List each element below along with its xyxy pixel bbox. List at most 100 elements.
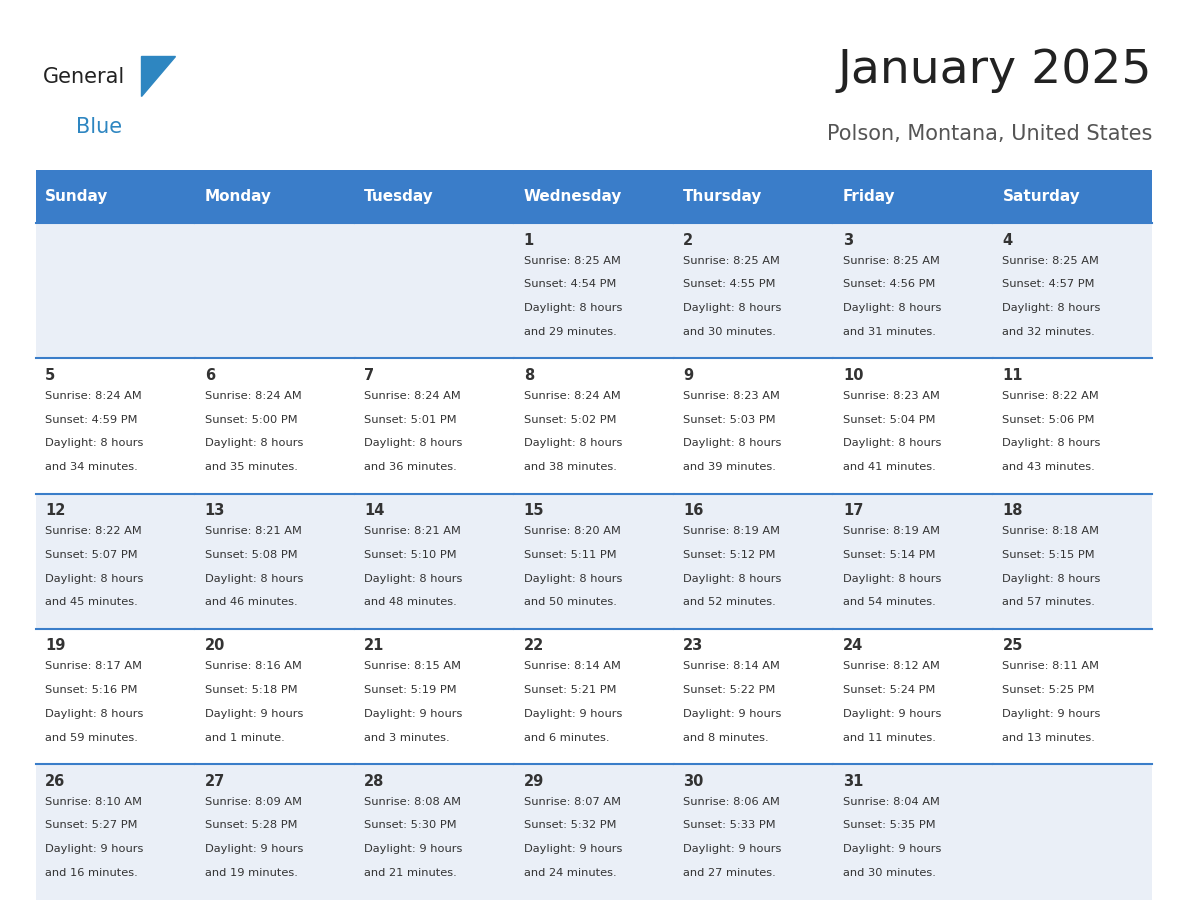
Text: Sunrise: 8:19 AM: Sunrise: 8:19 AM <box>683 526 781 536</box>
Text: Sunset: 5:35 PM: Sunset: 5:35 PM <box>842 821 935 831</box>
Text: 5: 5 <box>45 368 56 383</box>
Text: and 8 minutes.: and 8 minutes. <box>683 733 769 743</box>
Text: and 31 minutes.: and 31 minutes. <box>842 327 936 337</box>
Text: Monday: Monday <box>204 189 272 204</box>
Text: and 57 minutes.: and 57 minutes. <box>1003 598 1095 607</box>
FancyBboxPatch shape <box>36 358 195 494</box>
Text: Sunset: 5:04 PM: Sunset: 5:04 PM <box>842 415 935 424</box>
FancyBboxPatch shape <box>195 629 355 765</box>
FancyBboxPatch shape <box>833 170 993 223</box>
Text: and 30 minutes.: and 30 minutes. <box>842 868 936 878</box>
Text: 26: 26 <box>45 774 65 789</box>
FancyBboxPatch shape <box>993 629 1152 765</box>
FancyBboxPatch shape <box>993 223 1152 358</box>
Text: Daylight: 8 hours: Daylight: 8 hours <box>842 438 941 448</box>
Text: Sunrise: 8:17 AM: Sunrise: 8:17 AM <box>45 662 143 671</box>
Text: and 30 minutes.: and 30 minutes. <box>683 327 776 337</box>
Text: 21: 21 <box>365 639 385 654</box>
Text: 13: 13 <box>204 503 225 518</box>
Text: Sunrise: 8:11 AM: Sunrise: 8:11 AM <box>1003 662 1099 671</box>
Text: Sunset: 5:24 PM: Sunset: 5:24 PM <box>842 685 935 695</box>
Text: and 48 minutes.: and 48 minutes. <box>365 598 457 607</box>
Text: Sunset: 5:00 PM: Sunset: 5:00 PM <box>204 415 297 424</box>
Text: Tuesday: Tuesday <box>365 189 434 204</box>
Text: 4: 4 <box>1003 232 1012 248</box>
FancyBboxPatch shape <box>993 494 1152 629</box>
Text: 16: 16 <box>683 503 703 518</box>
Text: Sunset: 4:54 PM: Sunset: 4:54 PM <box>524 279 617 289</box>
Text: Daylight: 8 hours: Daylight: 8 hours <box>524 303 623 313</box>
Text: 12: 12 <box>45 503 65 518</box>
Text: Daylight: 9 hours: Daylight: 9 hours <box>683 709 782 719</box>
Text: Daylight: 8 hours: Daylight: 8 hours <box>365 438 462 448</box>
Text: Daylight: 9 hours: Daylight: 9 hours <box>365 845 462 854</box>
Text: Sunrise: 8:25 AM: Sunrise: 8:25 AM <box>1003 255 1099 265</box>
FancyBboxPatch shape <box>833 765 993 900</box>
Text: Daylight: 9 hours: Daylight: 9 hours <box>842 709 941 719</box>
Text: Sunrise: 8:14 AM: Sunrise: 8:14 AM <box>524 662 620 671</box>
Text: 7: 7 <box>365 368 374 383</box>
Text: Sunset: 4:57 PM: Sunset: 4:57 PM <box>1003 279 1095 289</box>
Text: Sunset: 5:02 PM: Sunset: 5:02 PM <box>524 415 617 424</box>
Text: Sunset: 4:59 PM: Sunset: 4:59 PM <box>45 415 138 424</box>
FancyBboxPatch shape <box>514 358 674 494</box>
Text: Daylight: 9 hours: Daylight: 9 hours <box>45 845 144 854</box>
Text: Daylight: 8 hours: Daylight: 8 hours <box>204 574 303 584</box>
Text: Sunset: 5:19 PM: Sunset: 5:19 PM <box>365 685 457 695</box>
Text: Daylight: 8 hours: Daylight: 8 hours <box>524 438 623 448</box>
Text: Sunset: 5:18 PM: Sunset: 5:18 PM <box>204 685 297 695</box>
Text: and 6 minutes.: and 6 minutes. <box>524 733 609 743</box>
Text: Daylight: 9 hours: Daylight: 9 hours <box>524 709 623 719</box>
Text: 11: 11 <box>1003 368 1023 383</box>
FancyBboxPatch shape <box>36 494 195 629</box>
Text: Sunset: 5:33 PM: Sunset: 5:33 PM <box>683 821 776 831</box>
FancyBboxPatch shape <box>993 765 1152 900</box>
Text: Sunset: 4:56 PM: Sunset: 4:56 PM <box>842 279 935 289</box>
Text: Sunrise: 8:24 AM: Sunrise: 8:24 AM <box>45 391 141 401</box>
Text: 30: 30 <box>683 774 703 789</box>
FancyBboxPatch shape <box>514 170 674 223</box>
Text: Sunrise: 8:07 AM: Sunrise: 8:07 AM <box>524 797 621 807</box>
Text: Sunset: 4:55 PM: Sunset: 4:55 PM <box>683 279 776 289</box>
Text: Sunrise: 8:14 AM: Sunrise: 8:14 AM <box>683 662 781 671</box>
FancyBboxPatch shape <box>195 765 355 900</box>
FancyBboxPatch shape <box>36 223 195 358</box>
Text: General: General <box>43 67 126 87</box>
Text: Daylight: 9 hours: Daylight: 9 hours <box>524 845 623 854</box>
Text: Sunrise: 8:19 AM: Sunrise: 8:19 AM <box>842 526 940 536</box>
Text: Sunset: 5:03 PM: Sunset: 5:03 PM <box>683 415 776 424</box>
Text: and 13 minutes.: and 13 minutes. <box>1003 733 1095 743</box>
Text: Sunset: 5:12 PM: Sunset: 5:12 PM <box>683 550 776 560</box>
Text: Sunset: 5:08 PM: Sunset: 5:08 PM <box>204 550 297 560</box>
FancyBboxPatch shape <box>833 494 993 629</box>
Text: and 36 minutes.: and 36 minutes. <box>365 462 457 472</box>
Text: Daylight: 8 hours: Daylight: 8 hours <box>365 574 462 584</box>
FancyBboxPatch shape <box>833 358 993 494</box>
Text: 6: 6 <box>204 368 215 383</box>
Text: and 39 minutes.: and 39 minutes. <box>683 462 776 472</box>
Text: and 29 minutes.: and 29 minutes. <box>524 327 617 337</box>
Text: Daylight: 9 hours: Daylight: 9 hours <box>1003 709 1101 719</box>
Text: 28: 28 <box>365 774 385 789</box>
Text: and 32 minutes.: and 32 minutes. <box>1003 327 1095 337</box>
Text: 20: 20 <box>204 639 225 654</box>
Text: Daylight: 9 hours: Daylight: 9 hours <box>204 709 303 719</box>
FancyBboxPatch shape <box>674 494 833 629</box>
Text: Sunset: 5:30 PM: Sunset: 5:30 PM <box>365 821 457 831</box>
Text: Sunrise: 8:06 AM: Sunrise: 8:06 AM <box>683 797 781 807</box>
FancyBboxPatch shape <box>514 223 674 358</box>
Text: Sunrise: 8:21 AM: Sunrise: 8:21 AM <box>365 526 461 536</box>
Text: Sunrise: 8:25 AM: Sunrise: 8:25 AM <box>842 255 940 265</box>
Text: and 45 minutes.: and 45 minutes. <box>45 598 138 607</box>
Text: and 19 minutes.: and 19 minutes. <box>204 868 298 878</box>
FancyBboxPatch shape <box>674 629 833 765</box>
Text: Sunrise: 8:08 AM: Sunrise: 8:08 AM <box>365 797 461 807</box>
Text: Sunrise: 8:20 AM: Sunrise: 8:20 AM <box>524 526 620 536</box>
Text: Thursday: Thursday <box>683 189 763 204</box>
FancyBboxPatch shape <box>36 765 195 900</box>
FancyBboxPatch shape <box>355 629 514 765</box>
Text: and 41 minutes.: and 41 minutes. <box>842 462 936 472</box>
Text: and 50 minutes.: and 50 minutes. <box>524 598 617 607</box>
Text: 3: 3 <box>842 232 853 248</box>
Text: Sunrise: 8:22 AM: Sunrise: 8:22 AM <box>45 526 141 536</box>
